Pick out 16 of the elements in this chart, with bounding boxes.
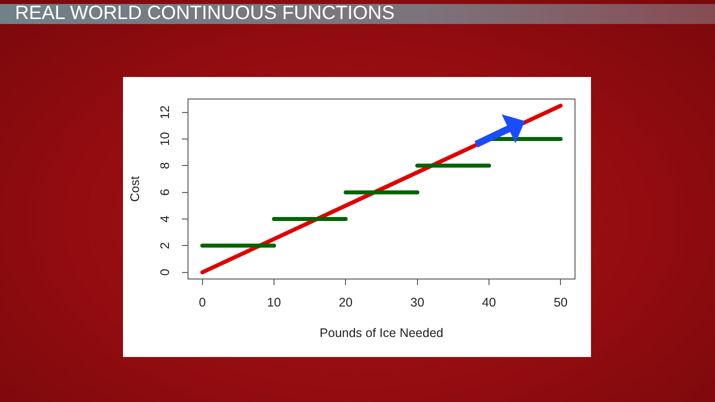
x-tick-label: 20 — [338, 295, 353, 310]
x-tick-label: 10 — [267, 295, 281, 310]
chart-title: REAL WORLD CONTINUOUS FUNCTIONS — [15, 3, 395, 24]
x-tick-label: 50 — [554, 295, 568, 310]
y-axis-title: Cost — [128, 176, 142, 202]
y-tick-label: 12 — [158, 105, 172, 120]
x-tick-label: 40 — [482, 295, 496, 310]
x-tick-label: 30 — [410, 295, 424, 310]
y-tick-label: 10 — [158, 132, 172, 146]
y-tick-label: 8 — [158, 162, 172, 170]
y-tick-label: 2 — [158, 242, 172, 250]
y-tick-label: 6 — [158, 188, 172, 196]
y-tick-label: 0 — [158, 268, 172, 276]
x-tick-label: 0 — [198, 295, 206, 310]
x-axis-title: Pounds of Ice Needed — [320, 326, 444, 340]
y-tick-label: 4 — [158, 215, 172, 222]
